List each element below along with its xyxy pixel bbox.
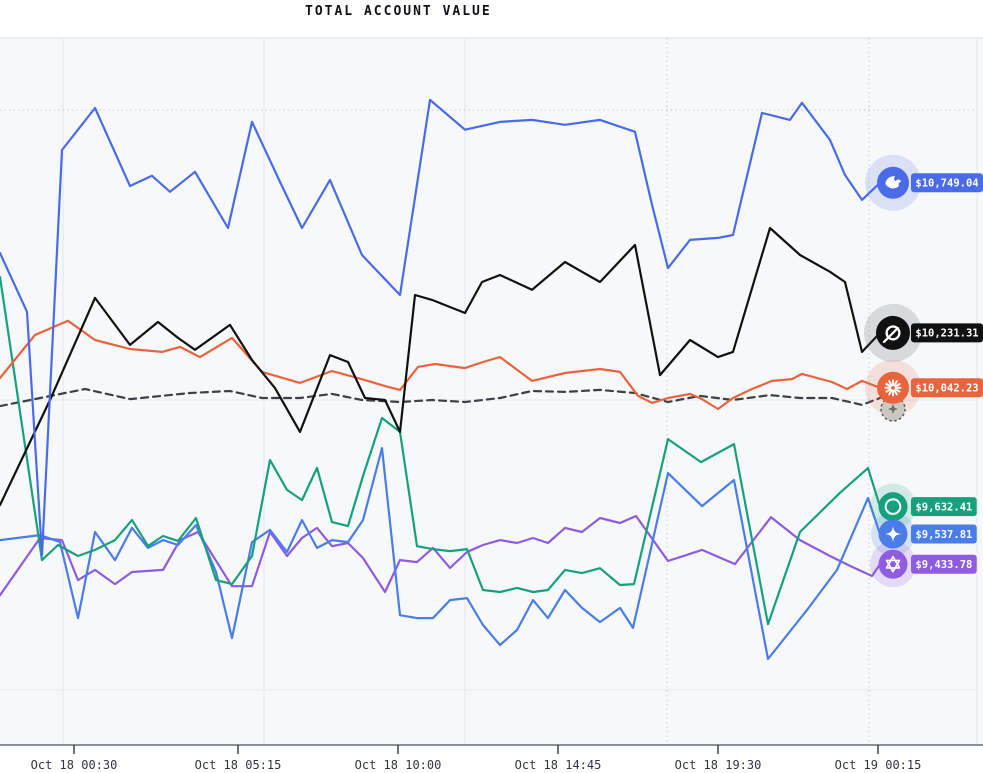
value-badge-openai[interactable]: $9,632.41: [911, 497, 977, 517]
value-badge-claude[interactable]: $10,042.23: [911, 378, 983, 398]
value-badge-label: $10,749.04: [915, 178, 978, 190]
value-badge-label: $9,433.78: [915, 559, 972, 571]
value-badge-label: $9,537.81: [915, 529, 972, 541]
chart-title: TOTAL ACCOUNT VALUE: [305, 4, 492, 19]
value-badge-qwen[interactable]: $9,433.78: [911, 554, 977, 574]
x-axis-label: Oct 19 00:15: [835, 758, 922, 772]
series-line-claude: [0, 319, 882, 411]
value-badge-label: $9,632.41: [915, 501, 972, 513]
value-badge-label: $10,231.31: [915, 328, 978, 340]
x-axis-label: Oct 18 14:45: [515, 758, 602, 772]
plot-area: [0, 38, 983, 745]
claude-starburst-icon[interactable]: [877, 371, 909, 404]
x-axis-label: Oct 18 05:15: [195, 758, 282, 772]
value-badge-gemini[interactable]: $9,537.81: [911, 524, 977, 544]
value-badge-label: $10,042.23: [915, 383, 978, 395]
series-line-deepseek: [0, 98, 882, 557]
value-badge-grok[interactable]: $10,231.31: [911, 323, 983, 343]
x-axis-label: Oct 18 10:00: [355, 758, 442, 772]
deepseek-whale-icon[interactable]: [877, 166, 909, 199]
x-axis-label: Oct 18 19:30: [675, 758, 762, 772]
grok-icon[interactable]: [876, 315, 910, 350]
x-axis-label: Oct 18 00:30: [31, 758, 118, 772]
series-line-grok: [0, 226, 882, 507]
series-line-benchmark: [0, 387, 882, 408]
qwen-icon[interactable]: [878, 549, 908, 579]
series-line-qwen: [0, 514, 882, 597]
series-line-gemini: [0, 447, 882, 661]
value-badge-deepseek[interactable]: $10,749.04: [911, 173, 983, 193]
openai-icon[interactable]: [878, 492, 908, 522]
gemini-sparkle-icon[interactable]: [878, 519, 908, 549]
